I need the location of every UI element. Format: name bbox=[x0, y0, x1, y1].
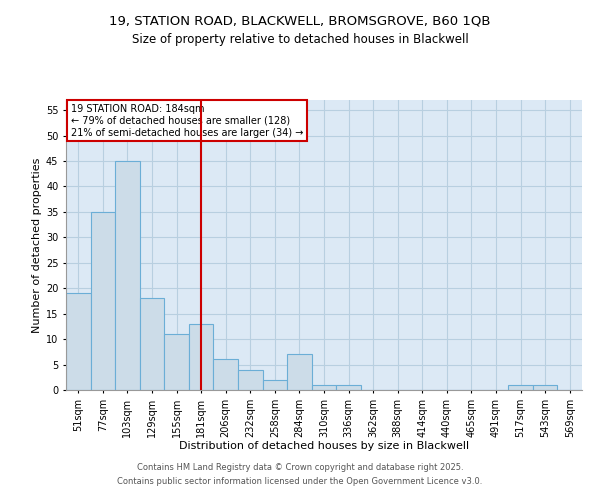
Text: Size of property relative to detached houses in Blackwell: Size of property relative to detached ho… bbox=[131, 32, 469, 46]
Bar bbox=[115, 161, 140, 390]
Bar bbox=[508, 385, 533, 390]
Bar bbox=[238, 370, 263, 390]
Bar bbox=[66, 294, 91, 390]
Bar bbox=[533, 385, 557, 390]
Text: Contains HM Land Registry data © Crown copyright and database right 2025.: Contains HM Land Registry data © Crown c… bbox=[137, 464, 463, 472]
Bar bbox=[312, 385, 336, 390]
Bar bbox=[140, 298, 164, 390]
Text: 19, STATION ROAD, BLACKWELL, BROMSGROVE, B60 1QB: 19, STATION ROAD, BLACKWELL, BROMSGROVE,… bbox=[109, 15, 491, 28]
Bar bbox=[263, 380, 287, 390]
Text: 19 STATION ROAD: 184sqm
← 79% of detached houses are smaller (128)
21% of semi-d: 19 STATION ROAD: 184sqm ← 79% of detache… bbox=[71, 104, 304, 138]
Bar bbox=[214, 360, 238, 390]
Bar bbox=[287, 354, 312, 390]
Y-axis label: Number of detached properties: Number of detached properties bbox=[32, 158, 41, 332]
Text: Contains public sector information licensed under the Open Government Licence v3: Contains public sector information licen… bbox=[118, 477, 482, 486]
X-axis label: Distribution of detached houses by size in Blackwell: Distribution of detached houses by size … bbox=[179, 441, 469, 451]
Bar bbox=[336, 385, 361, 390]
Bar bbox=[164, 334, 189, 390]
Bar bbox=[189, 324, 214, 390]
Bar bbox=[91, 212, 115, 390]
